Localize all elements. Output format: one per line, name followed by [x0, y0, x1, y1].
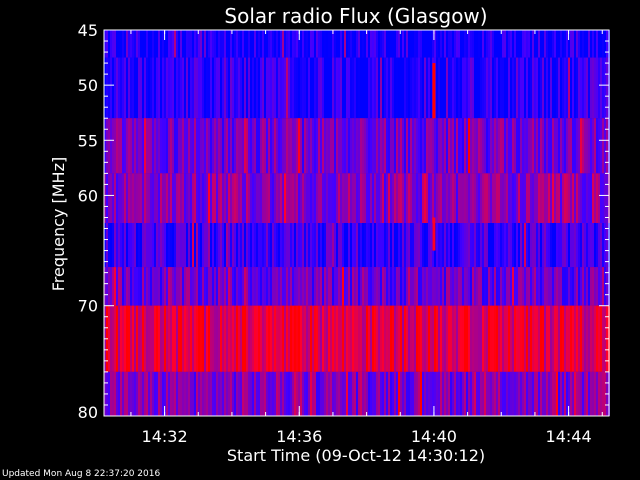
band-texture [104, 371, 610, 416]
axes: 45 50 55 60 70 80 14:32 14:36 14:40 14:44 [78, 21, 610, 446]
x-tick-label: 14:40 [411, 427, 457, 446]
y-tick-label: 80 [78, 403, 98, 422]
frequency-band [104, 118, 610, 174]
x-axis-label: Start Time (09-Oct-12 14:30:12) [227, 446, 485, 465]
y-tick-label: 55 [78, 131, 98, 150]
x-tick-label: 14:32 [142, 427, 188, 446]
radio-burst [432, 217, 436, 251]
x-tick-label: 14:44 [546, 427, 592, 446]
y-tick-label: 60 [78, 186, 98, 205]
frequency-band [104, 223, 610, 268]
y-axis-label: Frequency [MHz] [49, 157, 68, 291]
y-tick-label: 50 [78, 76, 98, 95]
band-texture [104, 173, 610, 223]
band-texture [104, 223, 610, 268]
plot-frame [103, 29, 610, 417]
updated-footer: Updated Mon Aug 8 22:37:20 2016 [2, 469, 161, 479]
chart-title: Solar radio Flux (Glasgow) [224, 4, 487, 28]
band-texture [104, 57, 610, 119]
frequency-band [104, 305, 610, 372]
heatmap-area [104, 30, 610, 416]
band-texture [104, 30, 610, 58]
x-tick-label: 14:36 [276, 427, 322, 446]
radio-burst [432, 63, 436, 119]
frequency-band [104, 57, 610, 119]
band-texture [104, 305, 610, 372]
y-tick-label: 45 [78, 21, 98, 40]
frequency-band [104, 371, 610, 416]
frequency-band [104, 30, 610, 58]
band-texture [104, 267, 610, 306]
band-texture [104, 118, 610, 174]
y-tick-label: 70 [78, 297, 98, 316]
frequency-band [104, 173, 610, 223]
frequency-band [104, 267, 610, 306]
